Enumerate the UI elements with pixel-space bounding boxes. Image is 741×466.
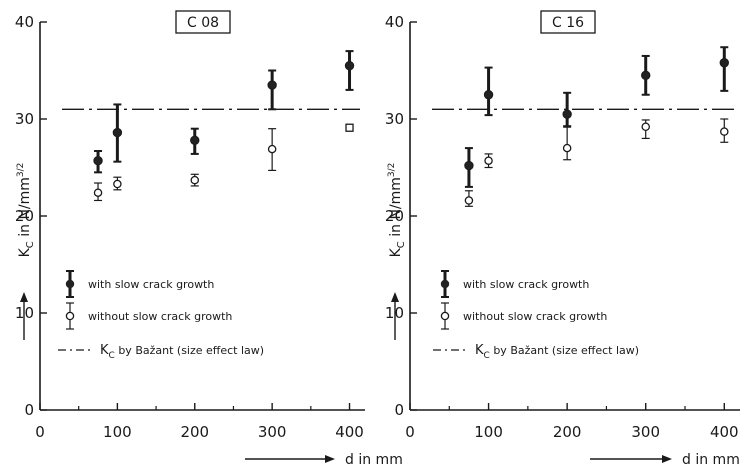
y-tick-label: 0 [24, 401, 34, 419]
y-tick-label: 20 [15, 207, 34, 225]
data-point-filled [562, 109, 572, 119]
data-point-filled [719, 58, 729, 68]
data-point-open [464, 196, 474, 205]
data-point-open [267, 144, 277, 154]
legend-item-without: without slow crack growth [463, 310, 607, 323]
legend-item-without: without slow crack growth [88, 310, 232, 323]
y-axis-arrowhead [20, 292, 28, 302]
legend-marker-filled [440, 279, 450, 289]
data-point-open [190, 175, 200, 185]
data-point-open [484, 156, 493, 165]
panel-title: C 08 [187, 15, 219, 31]
data-point-open [641, 122, 650, 132]
legend-item-with: with slow crack growth [88, 278, 214, 291]
legend-marker-open [440, 311, 450, 321]
data-point-filled [190, 135, 200, 146]
x-tick-label: 200 [180, 423, 209, 441]
x-tick-label: 0 [35, 423, 45, 441]
x-tick-label: 400 [710, 423, 739, 441]
x-axis-label: d in mm [345, 452, 403, 466]
data-point-open [562, 143, 572, 153]
x-axis-label: d in mm [682, 452, 740, 466]
data-point-filled [112, 127, 123, 138]
x-tick-label: 200 [553, 423, 582, 441]
panel-title-box [175, 10, 231, 34]
data-point-filled [93, 156, 103, 166]
x-tick-label: 0 [405, 423, 415, 441]
legend-item-bazant: KC by Bažant (size effect law) [475, 343, 639, 361]
y-axis-label: KC in N/mm3/2 [387, 163, 407, 258]
y-tick-label: 30 [15, 110, 34, 128]
data-point-filled [464, 160, 474, 171]
data-point-filled [344, 60, 355, 71]
data-point-square [345, 123, 354, 132]
x-tick-label: 100 [103, 423, 132, 441]
data-point-filled [267, 80, 277, 90]
data-point-filled [641, 70, 651, 81]
y-tick-label: 20 [385, 207, 404, 225]
data-point-filled [483, 90, 494, 100]
panel-title-box [540, 10, 596, 34]
y-tick-label: 30 [385, 110, 404, 128]
x-tick-label: 100 [474, 423, 503, 441]
legend-marker-filled [65, 279, 75, 289]
x-tick-label: 400 [335, 423, 364, 441]
y-tick-label: 40 [385, 13, 404, 31]
data-point-open [113, 179, 122, 189]
y-axis-arrowhead [391, 292, 399, 302]
y-tick-label: 0 [394, 401, 404, 419]
x-axis-arrowhead [325, 455, 335, 463]
legend-item-bazant: KC by Bažant (size effect law) [100, 343, 264, 361]
legend-item-with: with slow crack growth [463, 278, 589, 291]
y-tick-label: 40 [15, 13, 34, 31]
data-point-open [720, 127, 729, 136]
x-tick-label: 300 [631, 423, 660, 441]
x-tick-label: 300 [258, 423, 287, 441]
panel-title: C 16 [552, 15, 584, 31]
x-axis-arrowhead [662, 455, 672, 463]
legend-marker-open [65, 311, 75, 321]
data-point-open [93, 188, 103, 197]
y-axis-label: KC in N/mm3/2 [16, 163, 36, 258]
